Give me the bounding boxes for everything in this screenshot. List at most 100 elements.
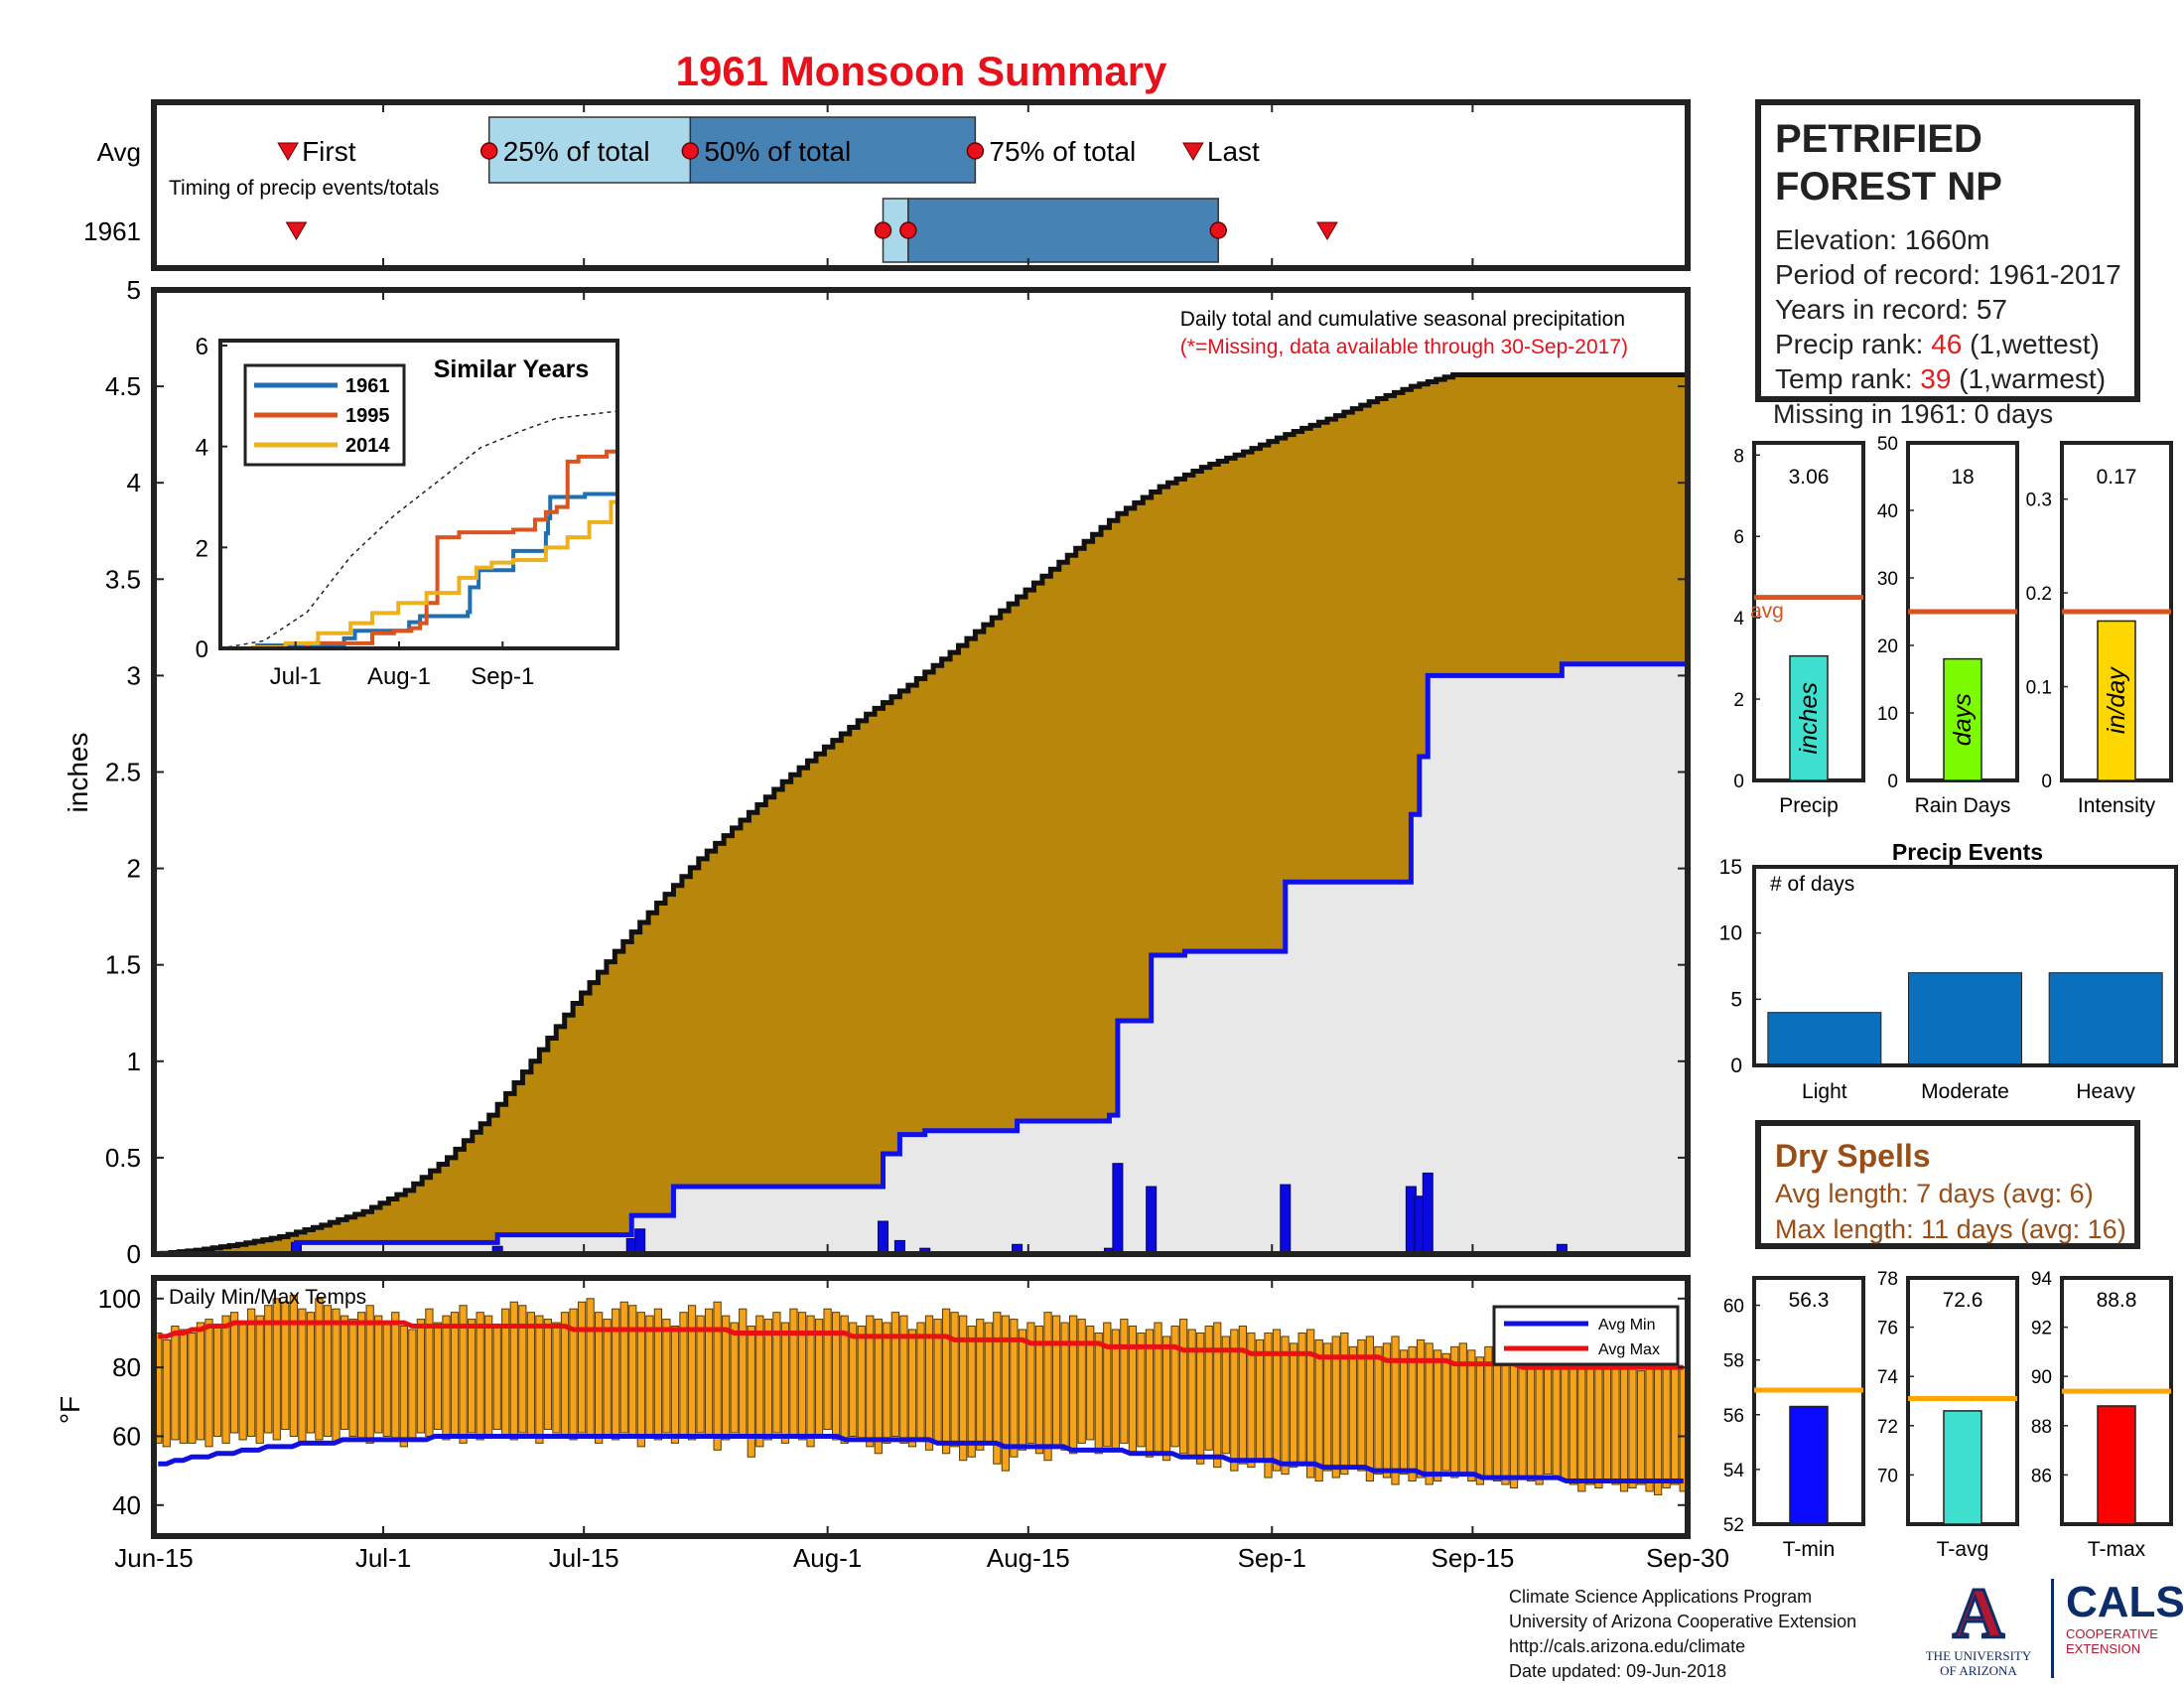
daily-temp-bar (1178, 1319, 1188, 1455)
inset-y-tick-label: 4 (196, 435, 208, 462)
daily-temp-bar (866, 1315, 875, 1448)
season-bar-unit: inches (1795, 682, 1823, 754)
daily-temp-bar (789, 1308, 798, 1437)
station-elevation: Elevation: 1660m (1775, 224, 1990, 255)
daily-temp-bar (755, 1315, 764, 1448)
daily-temp-bar (1161, 1336, 1171, 1462)
inset-axes: 0 2 4 6 Jul-1 Aug-1 Sep-1 (196, 334, 535, 690)
daily-temp-bar (221, 1315, 230, 1444)
timing-note: Timing of precip events/totals (169, 177, 439, 200)
credit-line: Climate Science Applications Program (1509, 1587, 1813, 1607)
daily-temp-bar (1001, 1315, 1010, 1472)
daily-temp-bar (857, 1326, 866, 1441)
daily-temp-bar (739, 1308, 748, 1437)
daily-temp-bar (1645, 1363, 1654, 1492)
daily-temp-bar (492, 1326, 501, 1431)
daily-temp-bar (1475, 1356, 1484, 1485)
daily-temp-bar (467, 1319, 477, 1434)
daily-temp-bar (941, 1308, 951, 1455)
inset-title: Similar Years (434, 355, 590, 383)
season-bar-precip (1789, 654, 1829, 781)
season-temp-tick-label: 54 (1723, 1461, 1745, 1481)
daily-temp-bar (1671, 1359, 1680, 1485)
avg-min-line (158, 1433, 1684, 1484)
precip-panel: 0 0.5 1 1.5 2 2.5 3 3.5 4 4.5 5 inches Daily total… (63, 275, 1691, 1269)
timing-avg-p75-marker (966, 142, 985, 160)
daily-temp-bar (348, 1319, 357, 1437)
events-note: # of days (1770, 873, 1854, 896)
daily-temp-bar (323, 1305, 333, 1437)
missing-days: Missing in 1961: 0 days (1773, 399, 2054, 429)
timing-panel: Avg 1961 Timing of precip events/totals … (83, 99, 1691, 271)
daily-temp-bar (1060, 1322, 1069, 1451)
daily-temp-bar (1594, 1352, 1603, 1488)
daily-temp-bar (1247, 1332, 1256, 1469)
season-bar-intensity (2097, 620, 2136, 781)
daily-temp-bar (1340, 1332, 1349, 1476)
season-temp-tick-label: 70 (1877, 1466, 1898, 1486)
daily-temp-bar (1264, 1332, 1273, 1478)
inset-x-tick-label: Aug-1 (367, 663, 431, 690)
station-years: Years in record: 57 (1775, 294, 2007, 325)
season-temp-label: T-min (1783, 1538, 1836, 1561)
daily-temp-bar (560, 1312, 570, 1437)
precip-y-tick-label: 3 (127, 660, 141, 690)
daily-temp-bar (916, 1322, 925, 1441)
daily-temp-bar (1662, 1366, 1671, 1488)
timing-avg-label: 25% of total (503, 136, 650, 167)
daily-temp-bar (442, 1315, 451, 1441)
season-bar-unit: days (1949, 693, 1977, 746)
daily-temp-bar (569, 1308, 578, 1441)
precip-rank-note: (1,wettest) (1970, 329, 2100, 359)
daily-temp-bar (188, 1332, 197, 1444)
season-temp-tick-label: 90 (2031, 1367, 2052, 1388)
events-bar-heavy (2048, 972, 2163, 1066)
daily-temp-bar (332, 1308, 341, 1444)
daily-temp-bar (1399, 1349, 1409, 1476)
daily-temp-bar (399, 1326, 408, 1448)
daily-temp-bar (264, 1305, 273, 1434)
season-temp-tick-label: 88 (2031, 1417, 2052, 1438)
season-temp-tick-label: 78 (1877, 1269, 1898, 1290)
season-temp-tick-label: 92 (2031, 1319, 2052, 1339)
season-bar-rain-days (1943, 657, 1982, 781)
credit-line: Date updated: 09-Jun-2018 (1509, 1661, 1727, 1681)
daily-temp-bar (1602, 1356, 1612, 1482)
daily-temp-bar (1441, 1352, 1450, 1472)
daily-temp-bar (595, 1312, 604, 1444)
season-bar-tick-label: 10 (1877, 704, 1898, 725)
legend-avg-min-label: Avg Min (1598, 1317, 1656, 1334)
daily-temp-bar (797, 1312, 807, 1441)
season-bar-tick-label: 20 (1877, 636, 1898, 657)
daily-temp-bar (1492, 1349, 1502, 1482)
temps-legend: Avg Min Avg Max (1492, 1305, 1680, 1366)
daily-temp-bar (340, 1315, 349, 1431)
season-bar-tick-label: 0 (1887, 772, 1898, 792)
daily-temp-bar (552, 1322, 561, 1434)
timing-avg-label: 50% of total (704, 136, 851, 167)
daily-temp-bar (459, 1305, 468, 1444)
daily-temp-bar (1314, 1338, 1323, 1482)
daily-temp-bar (1611, 1363, 1620, 1485)
credits: Climate Science Applications Program Uni… (1509, 1585, 1856, 1684)
daily-temp-bar (543, 1319, 553, 1431)
daily-temp-bar (1137, 1332, 1146, 1448)
season-temp-value: 88.8 (2097, 1289, 2137, 1312)
daily-precip-bar (878, 1220, 889, 1255)
daily-temp-bar (212, 1326, 222, 1437)
x-tick-label: Jul-15 (549, 1543, 619, 1573)
daily-temp-bar (1467, 1349, 1476, 1482)
daily-temp-bar (883, 1322, 891, 1444)
daily-temp-bar (1323, 1342, 1332, 1472)
season-bar-tick-label: 40 (1877, 501, 1898, 522)
season-bar-tick-label: 8 (1733, 446, 1744, 467)
precip-rank: Precip rank: 46 (1,wettest) (1775, 327, 2120, 361)
temp-rank: Temp rank: 39 (1,warmest) (1775, 361, 2120, 396)
events-y-tick-label: 5 (1730, 988, 1742, 1011)
year-cumulative-area (154, 663, 1688, 1254)
precip-y-tick-label: 1.5 (105, 950, 141, 980)
daily-temp-bar (967, 1326, 976, 1458)
season-totals-panels: 3.06 Precip inches 0 2 4 6 8 18 Rain Days days 0 10 2… (1733, 434, 2173, 817)
events-x-label: Moderate (1921, 1080, 2009, 1103)
